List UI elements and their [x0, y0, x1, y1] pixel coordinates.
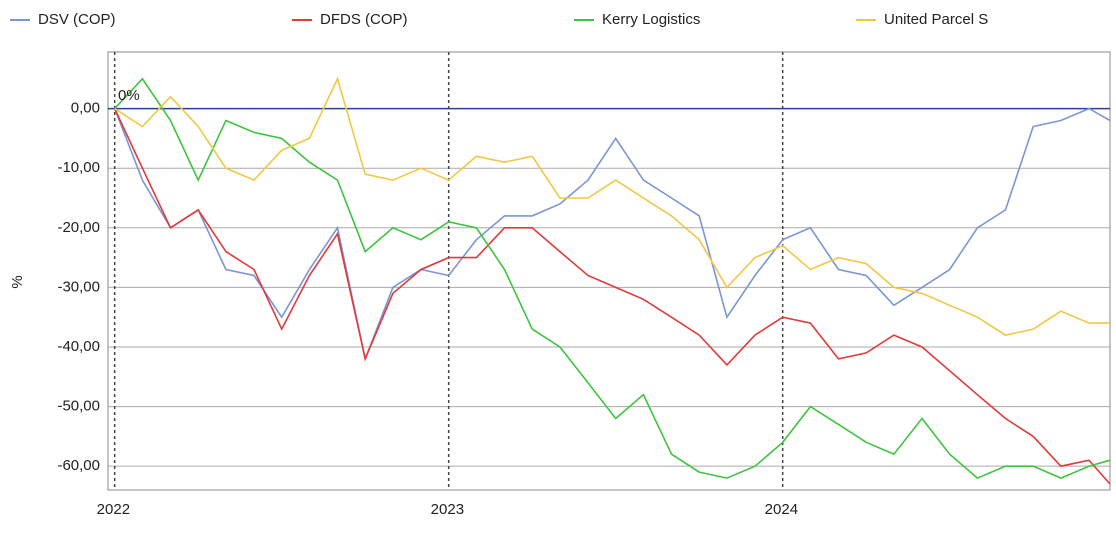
x-tick-label: 2022 [97, 501, 130, 518]
annotation: 0% [118, 87, 140, 104]
legend-label: Kerry Logistics [602, 11, 700, 28]
y-tick-label: -60,00 [57, 457, 100, 474]
y-tick-label: -10,00 [57, 159, 100, 176]
legend-label: United Parcel S [884, 11, 988, 28]
x-tick-label: 2023 [431, 501, 464, 518]
y-tick-label: 0,00 [71, 100, 100, 117]
y-tick-label: -30,00 [57, 278, 100, 295]
y-tick-label: -40,00 [57, 338, 100, 355]
legend-label: DSV (COP) [38, 11, 116, 28]
series-line [113, 108, 1111, 485]
y-axis-label: % [9, 275, 26, 288]
series-line [114, 77, 1111, 480]
series-line [114, 76, 1110, 336]
y-tick-label: -50,00 [57, 398, 100, 415]
x-tick-label: 2024 [765, 501, 798, 518]
series-line [113, 107, 1111, 362]
plot-frame [107, 51, 1111, 491]
legend-label: DFDS (COP) [320, 11, 408, 28]
y-tick-label: -20,00 [57, 219, 100, 236]
